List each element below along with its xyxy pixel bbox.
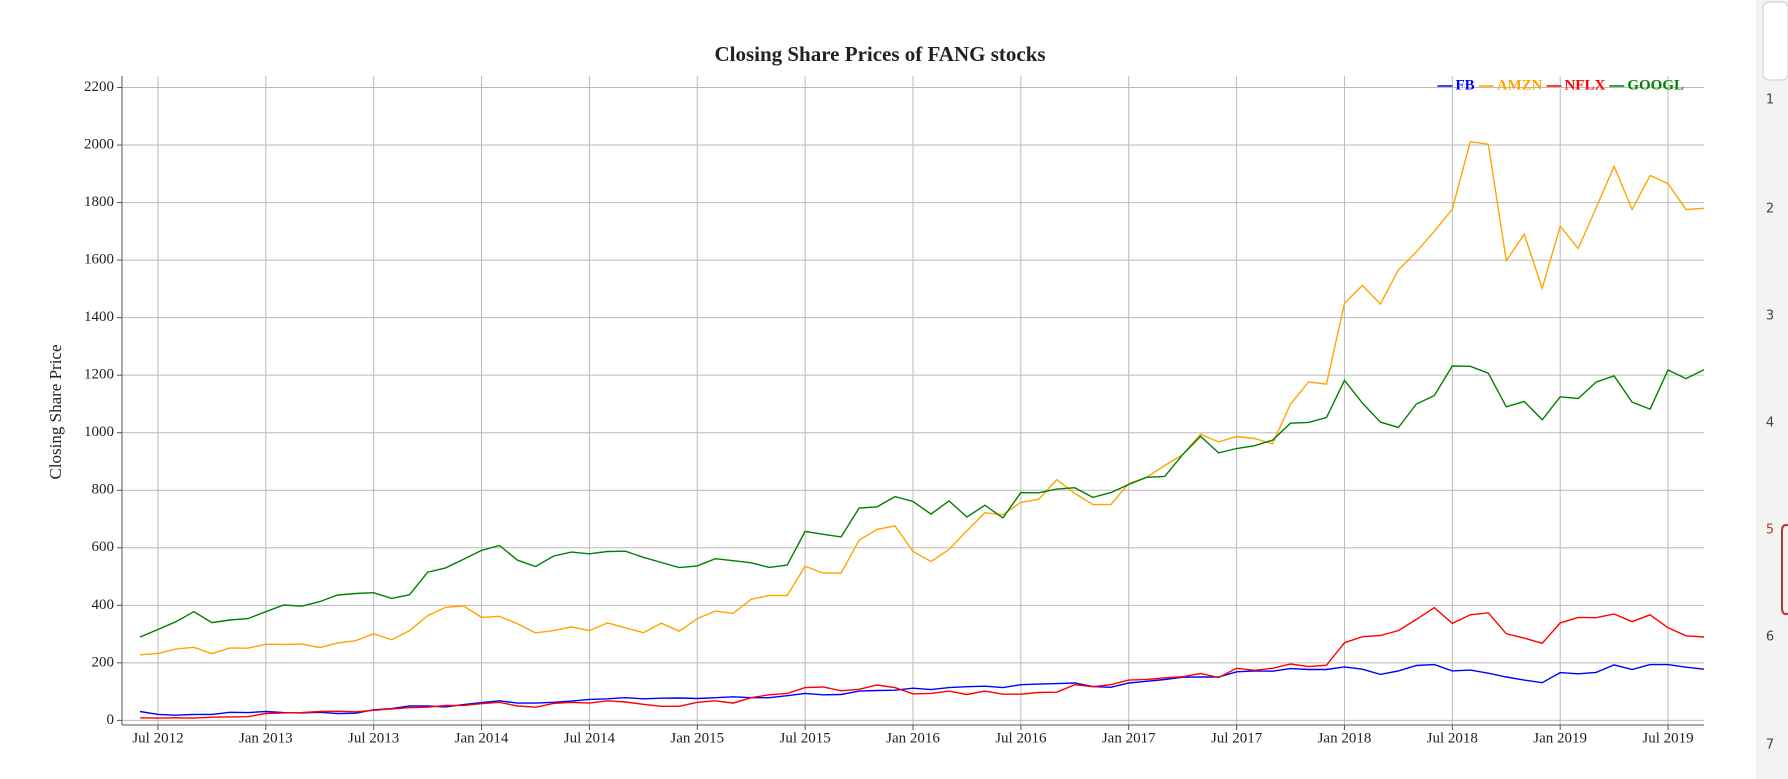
x-tick-label: Jul 2014 — [564, 730, 616, 746]
y-tick-label: 0 — [107, 712, 115, 728]
x-tick-label: Jan 2014 — [455, 730, 509, 746]
legend-label: NFLX — [1564, 77, 1605, 93]
chart-title: Closing Share Prices of FANG stocks — [714, 42, 1045, 66]
sidebar-item: 1 — [1766, 93, 1774, 108]
series-line — [139, 663, 1705, 716]
y-tick-label: 1400 — [84, 309, 114, 325]
x-tick-label: Jan 2019 — [1533, 730, 1587, 746]
series-line — [139, 606, 1705, 719]
y-tick-label: 600 — [92, 539, 115, 555]
y-tick-label: 1800 — [84, 194, 114, 210]
sidebar-bg — [1756, 0, 1788, 779]
sidebar-item: 4 — [1766, 416, 1774, 431]
sidebar-marker — [1781, 524, 1788, 615]
series-line — [139, 140, 1705, 656]
legend-label: GOOGL — [1627, 77, 1684, 93]
sidebar-item: 3 — [1766, 309, 1774, 324]
y-tick-label: 200 — [92, 654, 115, 670]
y-tick-label: 2200 — [84, 79, 114, 95]
x-tick-label: Jan 2018 — [1318, 730, 1372, 746]
series-line — [139, 365, 1705, 638]
x-tick-label: Jul 2013 — [348, 730, 399, 746]
x-tick-label: Jul 2018 — [1427, 730, 1478, 746]
x-tick-label: Jan 2017 — [1102, 730, 1156, 746]
x-tick-label: Jul 2015 — [780, 730, 831, 746]
x-tick-label: Jul 2016 — [995, 730, 1047, 746]
sidebar-item: 7 — [1766, 738, 1774, 753]
legend-label: FB — [1455, 77, 1474, 93]
x-tick-label: Jan 2013 — [239, 730, 293, 746]
y-tick-label: 1200 — [84, 367, 114, 383]
legend-label: AMZN — [1497, 77, 1543, 93]
sidebar-item: 6 — [1766, 630, 1774, 645]
sidebar-item: 5 — [1766, 523, 1774, 538]
x-tick-label: Jul 2012 — [132, 730, 183, 746]
sidebar-widget — [1762, 1, 1788, 81]
y-tick-label: 2000 — [84, 136, 114, 152]
y-axis-label: Closing Share Price — [46, 344, 65, 479]
x-tick-label: Jul 2019 — [1642, 730, 1693, 746]
x-tick-label: Jul 2017 — [1211, 730, 1263, 746]
y-tick-label: 1000 — [84, 424, 114, 440]
y-tick-label: 800 — [92, 482, 115, 498]
y-tick-label: 1600 — [84, 252, 114, 268]
x-tick-label: Jan 2015 — [670, 730, 724, 746]
x-tick-label: Jan 2016 — [886, 730, 940, 746]
y-tick-label: 400 — [92, 597, 115, 613]
sidebar-item: 2 — [1766, 202, 1774, 217]
